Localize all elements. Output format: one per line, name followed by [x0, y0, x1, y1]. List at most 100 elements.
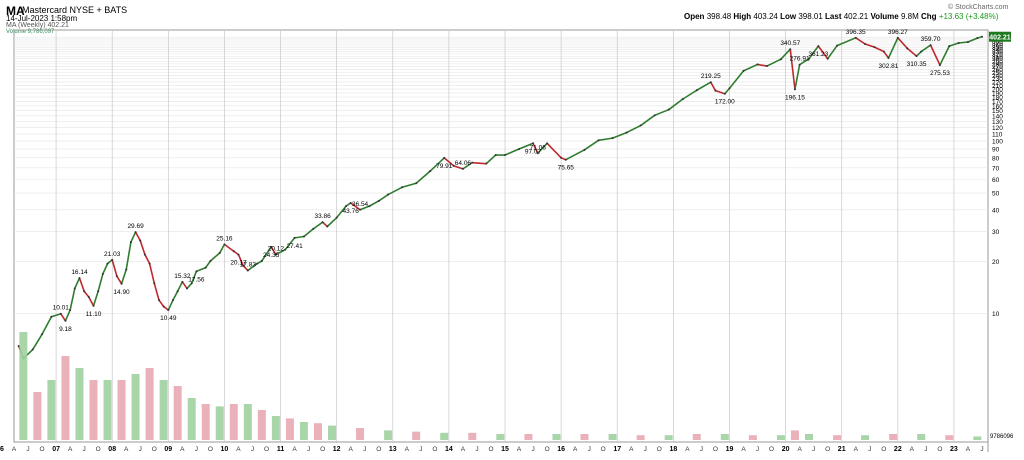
volume-bar: [33, 392, 42, 440]
price-segment: [855, 37, 866, 45]
price-segment: [111, 259, 118, 277]
y-tick-label: 230: [992, 76, 1003, 83]
price-segment: [874, 46, 885, 53]
y-tick-label: 120: [992, 125, 1003, 132]
x-tick-label: 06: [0, 446, 4, 453]
volume-bar: [692, 434, 701, 440]
price-point: [882, 50, 885, 53]
x-tick-label: 09: [164, 446, 172, 453]
volume-bar: [47, 380, 56, 440]
x-month-label: J: [644, 446, 647, 453]
x-month-label: J: [139, 446, 142, 453]
price-point: [256, 262, 259, 265]
price-point: [129, 241, 132, 244]
price-segment: [453, 164, 464, 170]
price-segment: [270, 246, 277, 256]
price-annotation: 17.83: [240, 261, 257, 268]
volume-bar: [103, 380, 112, 440]
price-segment: [336, 205, 347, 219]
price-point: [78, 276, 81, 279]
x-month-label: J: [26, 446, 29, 453]
volume-bar: [384, 430, 393, 440]
price-annotation: 29.69: [127, 223, 144, 230]
y-tick-label: 100: [992, 139, 1003, 146]
price-segment: [766, 58, 782, 67]
x-month-label: O: [208, 446, 213, 453]
x-month-label: O: [601, 446, 606, 453]
price-point: [223, 243, 226, 246]
x-month-label: O: [152, 446, 157, 453]
y-tick-label: 110: [992, 131, 1003, 138]
y-tick-label: 210: [992, 83, 1003, 90]
price-segment: [743, 63, 758, 72]
price-point: [798, 63, 801, 66]
price-annotation: 14.90: [113, 289, 130, 296]
price-segment: [205, 260, 212, 269]
price-segment: [799, 58, 810, 66]
x-month-label: A: [573, 446, 578, 453]
price-segment: [958, 41, 969, 44]
price-point: [836, 44, 839, 47]
price-segment: [158, 299, 165, 308]
price-point: [611, 137, 614, 140]
price-point: [218, 251, 221, 254]
volume-bar: [89, 380, 98, 440]
x-month-label: O: [432, 446, 437, 453]
y-tick-label: 140: [992, 113, 1003, 120]
price-annotation: 15.32: [174, 273, 191, 280]
chart-header: MA Mastercard NYSE + BATS 14-Jul-2023 1:…: [0, 0, 1024, 35]
price-point: [728, 87, 731, 90]
price-point: [260, 259, 263, 262]
price-segment: [74, 277, 81, 289]
price-point: [597, 139, 600, 142]
price-segment: [920, 44, 932, 53]
y-tick-label: 300: [992, 56, 1003, 63]
price-segment: [668, 98, 684, 111]
volume-bar: [412, 431, 421, 440]
price-segment: [92, 290, 99, 307]
y-tick-label: 380: [992, 38, 1003, 45]
volume-bar: [75, 368, 84, 440]
y-tick-label: 280: [992, 61, 1003, 68]
price-point: [148, 262, 151, 265]
price-point: [101, 272, 104, 275]
price-annotation: 9.18: [59, 326, 72, 333]
price-point: [115, 275, 118, 278]
price-point: [583, 148, 586, 151]
x-month-label: A: [180, 446, 185, 453]
x-month-label: A: [966, 446, 971, 453]
y-tick-label: 40: [992, 207, 1000, 214]
price-point: [817, 45, 820, 48]
price-segment: [584, 139, 599, 151]
x-month-label: A: [349, 446, 354, 453]
price-segment: [401, 182, 417, 189]
x-month-label: A: [741, 446, 746, 453]
price-segment: [41, 316, 53, 335]
volume-scale-label: 9786096: [990, 434, 1014, 440]
volume-bar: [664, 435, 673, 440]
volume-bar: [159, 380, 168, 440]
price-segment: [640, 114, 656, 127]
x-month-label: J: [307, 446, 310, 453]
price-point: [873, 46, 876, 49]
y-tick-label: 10: [992, 311, 1000, 318]
price-point: [368, 205, 371, 208]
price-point: [125, 268, 128, 271]
price-annotation: 396.35: [846, 29, 866, 36]
volume-bar: [790, 430, 799, 440]
x-month-label: J: [251, 446, 254, 453]
last-price-box: [989, 31, 1011, 42]
price-point: [246, 269, 249, 272]
price-point: [242, 264, 245, 267]
price-segment: [472, 161, 487, 165]
volume-label: Volume: [870, 12, 899, 21]
price-point: [69, 309, 72, 312]
y-tick-label: 310: [992, 54, 1003, 61]
price-point: [709, 81, 712, 84]
price-point: [181, 280, 184, 283]
price-segment: [196, 266, 207, 273]
price-annotation: 24.35: [263, 252, 280, 259]
x-tick-label: 21: [838, 446, 846, 453]
price-point: [966, 40, 969, 43]
price-segment: [546, 142, 562, 159]
